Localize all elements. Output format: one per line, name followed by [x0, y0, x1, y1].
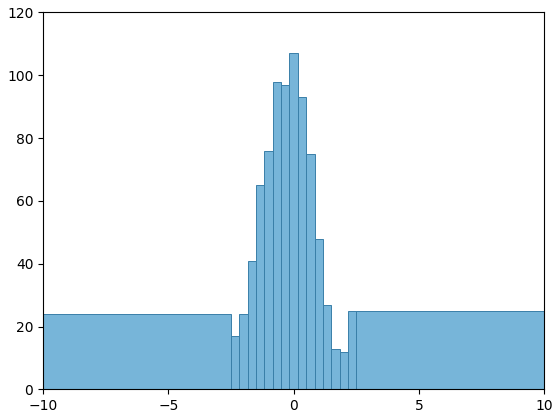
Bar: [348, 311, 356, 389]
Bar: [323, 304, 331, 389]
Bar: [256, 185, 264, 389]
Bar: [43, 314, 231, 389]
Bar: [290, 53, 298, 389]
Bar: [356, 311, 544, 389]
Bar: [264, 151, 273, 389]
Bar: [339, 352, 348, 389]
Bar: [239, 314, 248, 389]
Bar: [273, 81, 281, 389]
Bar: [331, 349, 339, 389]
Bar: [298, 97, 306, 389]
Bar: [306, 154, 315, 389]
Bar: [315, 239, 323, 389]
Bar: [248, 260, 256, 389]
Bar: [281, 85, 290, 389]
Bar: [231, 336, 239, 389]
